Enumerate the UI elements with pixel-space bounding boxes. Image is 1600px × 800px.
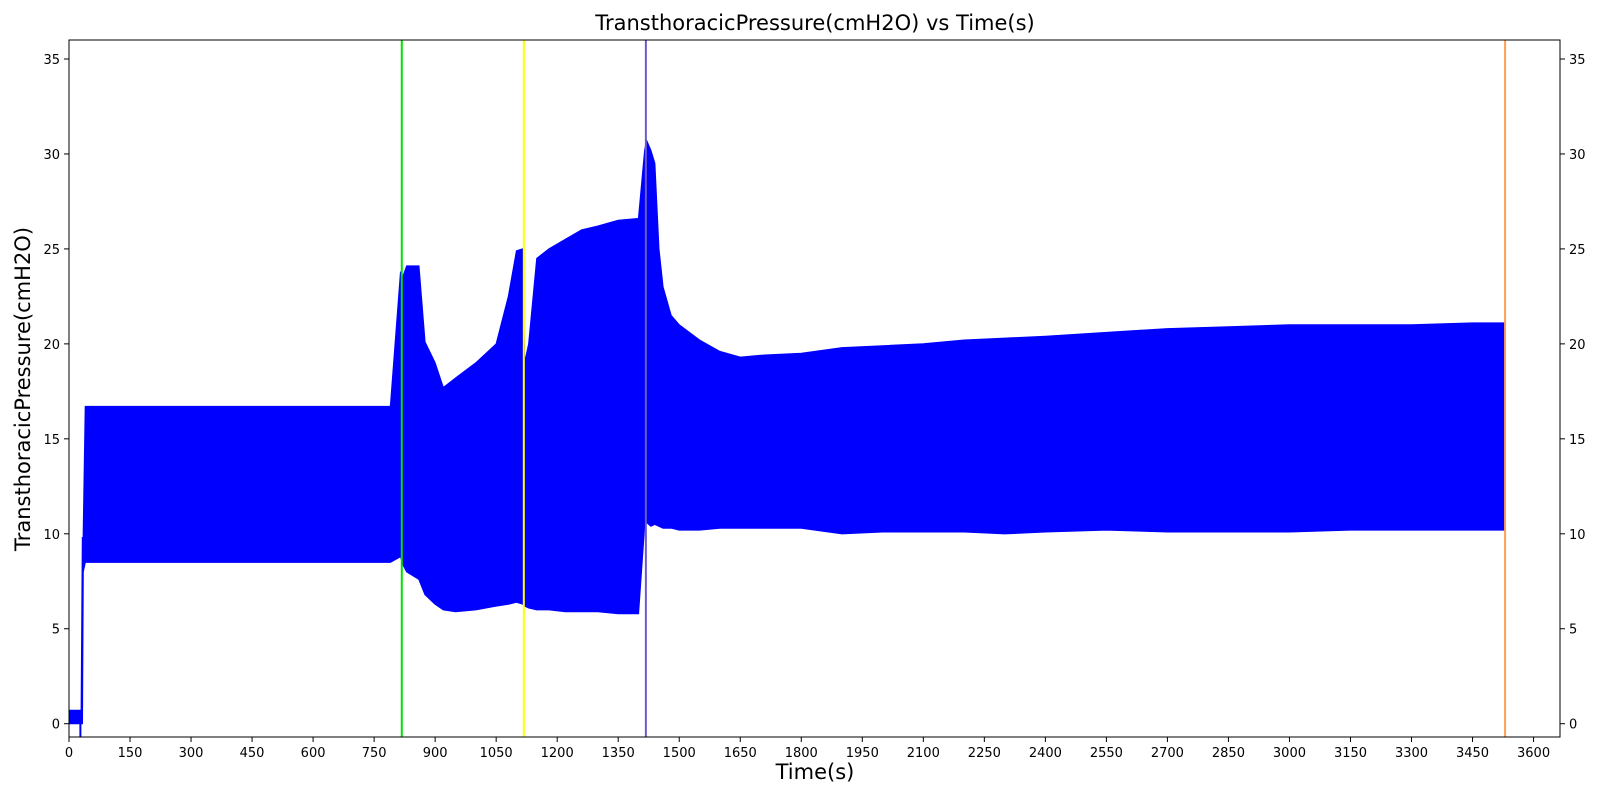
x-tick-label: 1200 (541, 746, 574, 761)
x-tick-label: 3150 (1334, 746, 1367, 761)
x-tick-label: 2100 (907, 746, 940, 761)
x-tick-label: 2700 (1151, 746, 1184, 761)
y-right-tick-label: 30 (1569, 148, 1586, 163)
x-tick-label: 1050 (480, 746, 513, 761)
x-tick-label: 3300 (1395, 746, 1428, 761)
y-tick-label: 25 (43, 243, 60, 258)
x-tick-label: 900 (423, 746, 448, 761)
y-tick-label: 15 (43, 433, 60, 448)
y-tick-label: 0 (52, 718, 60, 733)
x-tick-label: 150 (118, 746, 143, 761)
y-tick-label: 10 (43, 528, 60, 543)
x-tick-label: 1650 (724, 746, 757, 761)
x-tick-label: 3600 (1517, 746, 1550, 761)
x-tick-label: 0 (65, 746, 73, 761)
plot-frame (68, 39, 1561, 738)
x-axis-title: Time(s) (775, 760, 855, 784)
x-tick-label: 2550 (1090, 746, 1123, 761)
y-tick-label: 35 (43, 53, 60, 68)
x-tick-label: 2850 (1212, 746, 1245, 761)
x-tick-label: 3000 (1273, 746, 1306, 761)
chart-title: TransthoracicPressure(cmH2O) vs Time(s) (594, 11, 1035, 35)
y-tick-label: 30 (43, 148, 60, 163)
y-tick-label: 5 (52, 623, 60, 638)
y-right-tick-label: 20 (1569, 338, 1586, 353)
y-axis-title: TransthoracicPressure(cmH2O) (11, 227, 35, 552)
x-tick-label: 750 (362, 746, 387, 761)
x-tick-label: 450 (240, 746, 265, 761)
y-right-tick-label: 10 (1569, 528, 1586, 543)
y-right-tick-label: 35 (1569, 53, 1586, 68)
y-right-tick-label: 5 (1569, 623, 1577, 638)
x-tick-label: 3450 (1456, 746, 1489, 761)
y-right-tick-label: 25 (1569, 243, 1586, 258)
y-right-tick-label: 0 (1569, 718, 1577, 733)
y-right-tick-label: 15 (1569, 433, 1586, 448)
x-axis: 0 150 300 450 600 750 900 1050 1200 1350 1500 1650 1… (65, 737, 1550, 761)
x-tick-label: 1350 (602, 746, 635, 761)
y-axis-right: 0 5 10 15 20 25 30 35 (1560, 53, 1586, 733)
series-band-0 (69, 138, 1506, 725)
x-tick-label: 1800 (785, 746, 818, 761)
y-tick-label: 20 (43, 338, 60, 353)
x-tick-label: 2400 (1029, 746, 1062, 761)
data-layer (69, 138, 1506, 737)
x-tick-label: 600 (301, 746, 326, 761)
x-tick-label: 1500 (663, 746, 696, 761)
x-tick-label: 1950 (846, 746, 879, 761)
y-axis-left: 0 5 10 15 20 25 30 35 (43, 53, 69, 733)
x-tick-label: 300 (179, 746, 204, 761)
x-tick-label: 2250 (968, 746, 1001, 761)
event-lines (400, 40, 1507, 737)
